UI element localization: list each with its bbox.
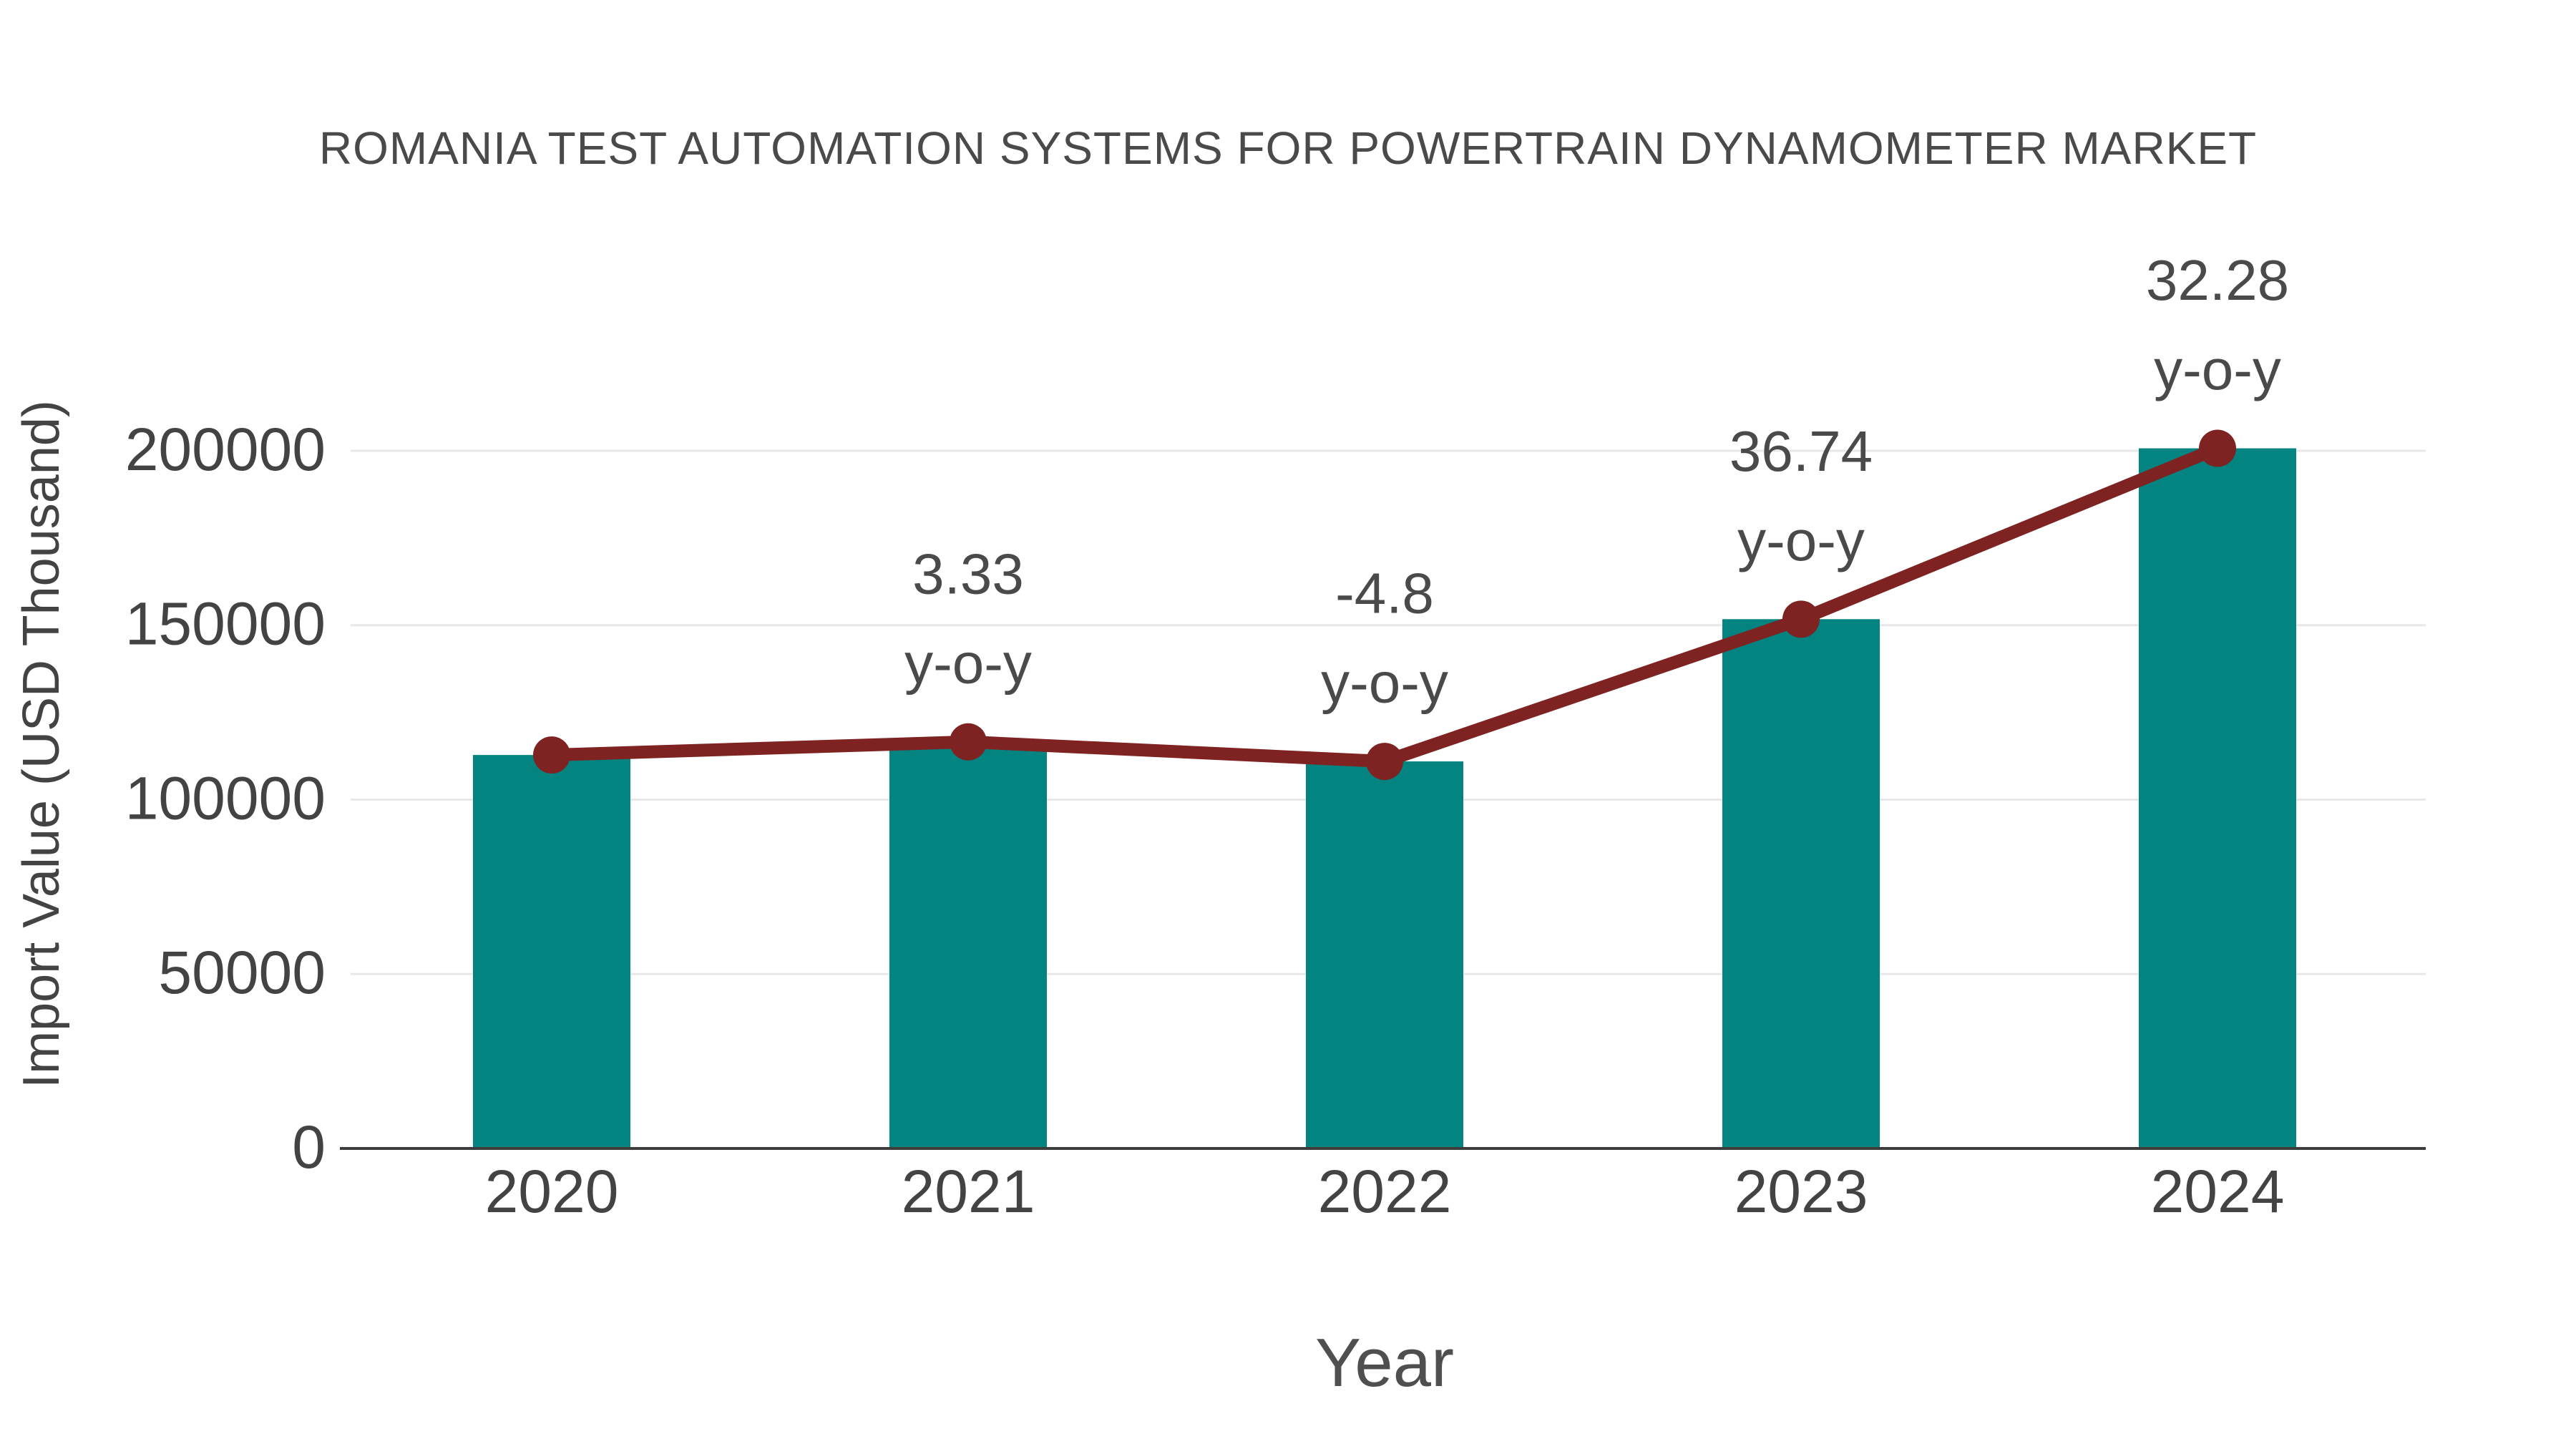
bar-2021[interactable] — [889, 741, 1047, 1148]
y-tick-label-150000: 150000 — [125, 590, 326, 658]
point-2022[interactable] — [1366, 743, 1403, 781]
y-tick-label-200000: 200000 — [125, 416, 326, 483]
point-2021[interactable] — [950, 723, 987, 761]
y-tick-label-0: 0 — [292, 1113, 326, 1181]
x-tick-label-2024: 2024 — [2151, 1158, 2285, 1225]
y-tick-label-50000: 50000 — [158, 939, 326, 1006]
bar-2020[interactable] — [473, 755, 630, 1148]
bar-2022[interactable] — [1306, 761, 1463, 1148]
x-tick-label-2020: 2020 — [485, 1158, 619, 1225]
bar-2023[interactable] — [1722, 619, 1880, 1148]
annotation-2023: 36.74 y-o-y — [1729, 419, 1873, 572]
y-tick-label-100000: 100000 — [125, 764, 326, 831]
x-tick-label-2021: 2021 — [902, 1158, 1035, 1225]
annotation-2021: 3.33 y-o-y — [904, 542, 1032, 695]
bar-2024[interactable] — [2139, 448, 2296, 1148]
chart-title: ROMANIA TEST AUTOMATION SYSTEMS FOR POWE… — [318, 122, 2258, 174]
x-axis-title: Year — [1315, 1324, 1454, 1401]
point-2023[interactable] — [1782, 600, 1820, 638]
x-tick-label-2022: 2022 — [1318, 1158, 1452, 1225]
point-2020[interactable] — [533, 736, 570, 774]
annotation-2024: 32.28 y-o-y — [2146, 248, 2289, 401]
annotation-2022: -4.8 y-o-y — [1321, 562, 1448, 715]
point-2024[interactable] — [2199, 429, 2236, 467]
x-tick-label-2023: 2023 — [1735, 1158, 1868, 1225]
